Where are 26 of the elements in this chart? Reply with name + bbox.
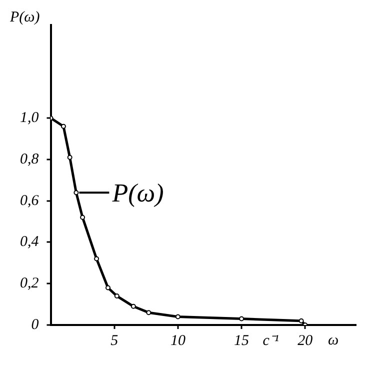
x-tick-label: 20 — [298, 332, 314, 349]
y-tick-label: 1,0 — [20, 110, 40, 126]
y-tick-label: 0,2 — [20, 276, 40, 292]
y-tick-label: 0,6 — [20, 192, 40, 209]
point — [74, 190, 79, 196]
x-tick-label: c⁻¹ — [262, 332, 280, 349]
point — [130, 304, 136, 309]
y-axis-title: P(ω) — [9, 9, 40, 26]
y-tick-label: 0 — [31, 316, 40, 333]
point — [60, 124, 66, 129]
point — [114, 294, 120, 299]
point — [239, 316, 244, 322]
x-tick-label: 10 — [170, 332, 186, 349]
point — [146, 310, 152, 316]
point — [94, 256, 100, 262]
y-tick-label: 0,8 — [20, 151, 40, 168]
point — [105, 285, 110, 290]
legend-label: P(ω) — [111, 178, 164, 208]
point — [298, 318, 304, 324]
x-tick-label: 15 — [234, 332, 250, 349]
x-axis-title: ω — [328, 332, 339, 348]
x-tick-label: 5 — [110, 332, 119, 349]
y-tick-label: 0,4 — [20, 234, 40, 250]
point — [67, 154, 72, 160]
point — [175, 314, 180, 320]
point — [80, 214, 86, 220]
